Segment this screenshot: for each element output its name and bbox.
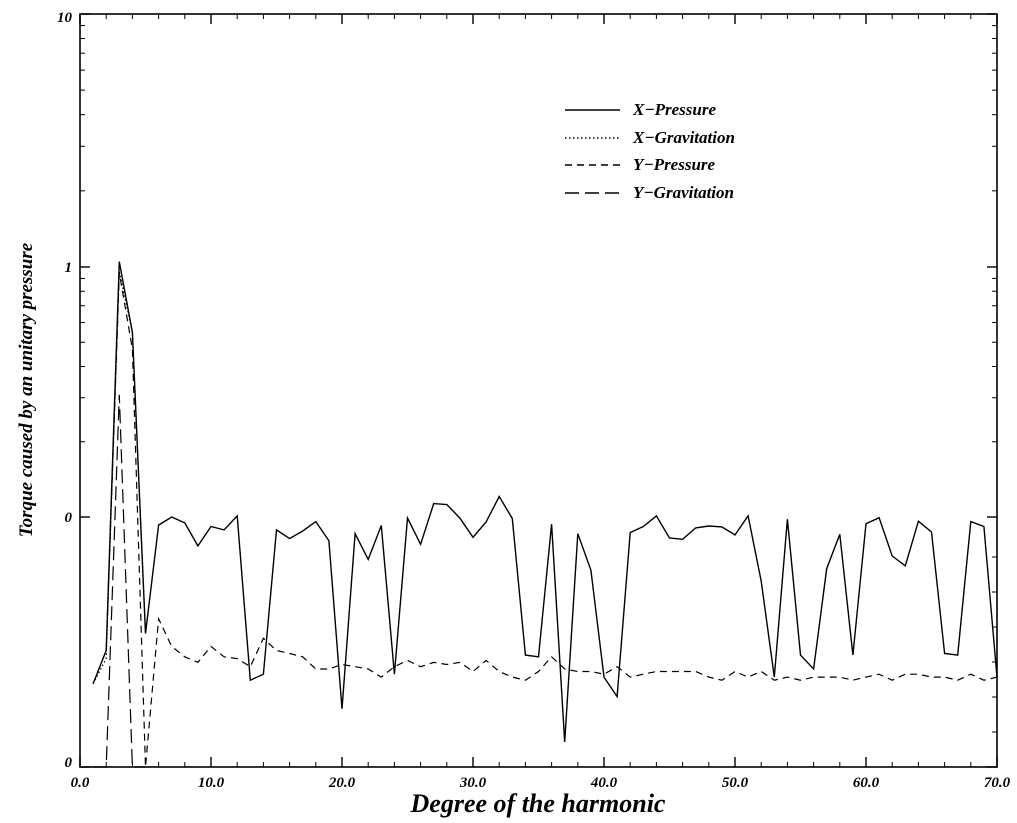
x-tick-label: 70.0 — [984, 775, 1011, 791]
series-line — [92, 272, 998, 768]
x-tick-label: 20.0 — [328, 775, 356, 791]
legend-label: X−Pressure — [632, 100, 716, 119]
series-line — [93, 394, 146, 768]
series-line — [92, 271, 147, 684]
x-tick-label: 50.0 — [722, 775, 749, 791]
y-tick-label: 0 — [65, 510, 73, 526]
legend-label: X−Gravitation — [632, 128, 735, 147]
series-line — [92, 261, 998, 742]
x-axis-title: Degree of the harmonic — [410, 789, 666, 818]
y-tick-label: 1 — [65, 260, 73, 276]
legend-label: Y−Pressure — [633, 155, 716, 174]
legend-label: Y−Gravitation — [633, 183, 734, 202]
y-axis-title: Torque caused by an unitary pressure — [16, 242, 37, 537]
x-tick-label: 60.0 — [853, 775, 880, 791]
legend: X−Pressure X−Gravitation Y−Pressure Y−Gravi… — [565, 100, 735, 202]
plot-frame — [79, 13, 998, 768]
x-tick-label: 0.0 — [71, 775, 90, 791]
x-axis: 0.0 10.0 20.0 30.0 40.0 50.0 60.0 70.0 — [71, 14, 1011, 791]
y-tick-label: 0 — [65, 755, 73, 771]
y-axis: 0 0 1 10 — [57, 10, 997, 771]
x-tick-label: 30.0 — [459, 775, 487, 791]
series-layer — [92, 261, 998, 768]
axis-ticks — [80, 14, 997, 767]
x-tick-label: 40.0 — [590, 775, 618, 791]
y-tick-label: 10 — [57, 10, 73, 26]
x-tick-label: 10.0 — [198, 775, 225, 791]
